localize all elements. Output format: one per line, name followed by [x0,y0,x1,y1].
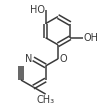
Text: N: N [25,54,32,64]
Text: O: O [60,54,67,64]
Text: CH₃: CH₃ [37,95,55,105]
Text: OH: OH [83,33,98,43]
Text: HO: HO [30,4,45,15]
